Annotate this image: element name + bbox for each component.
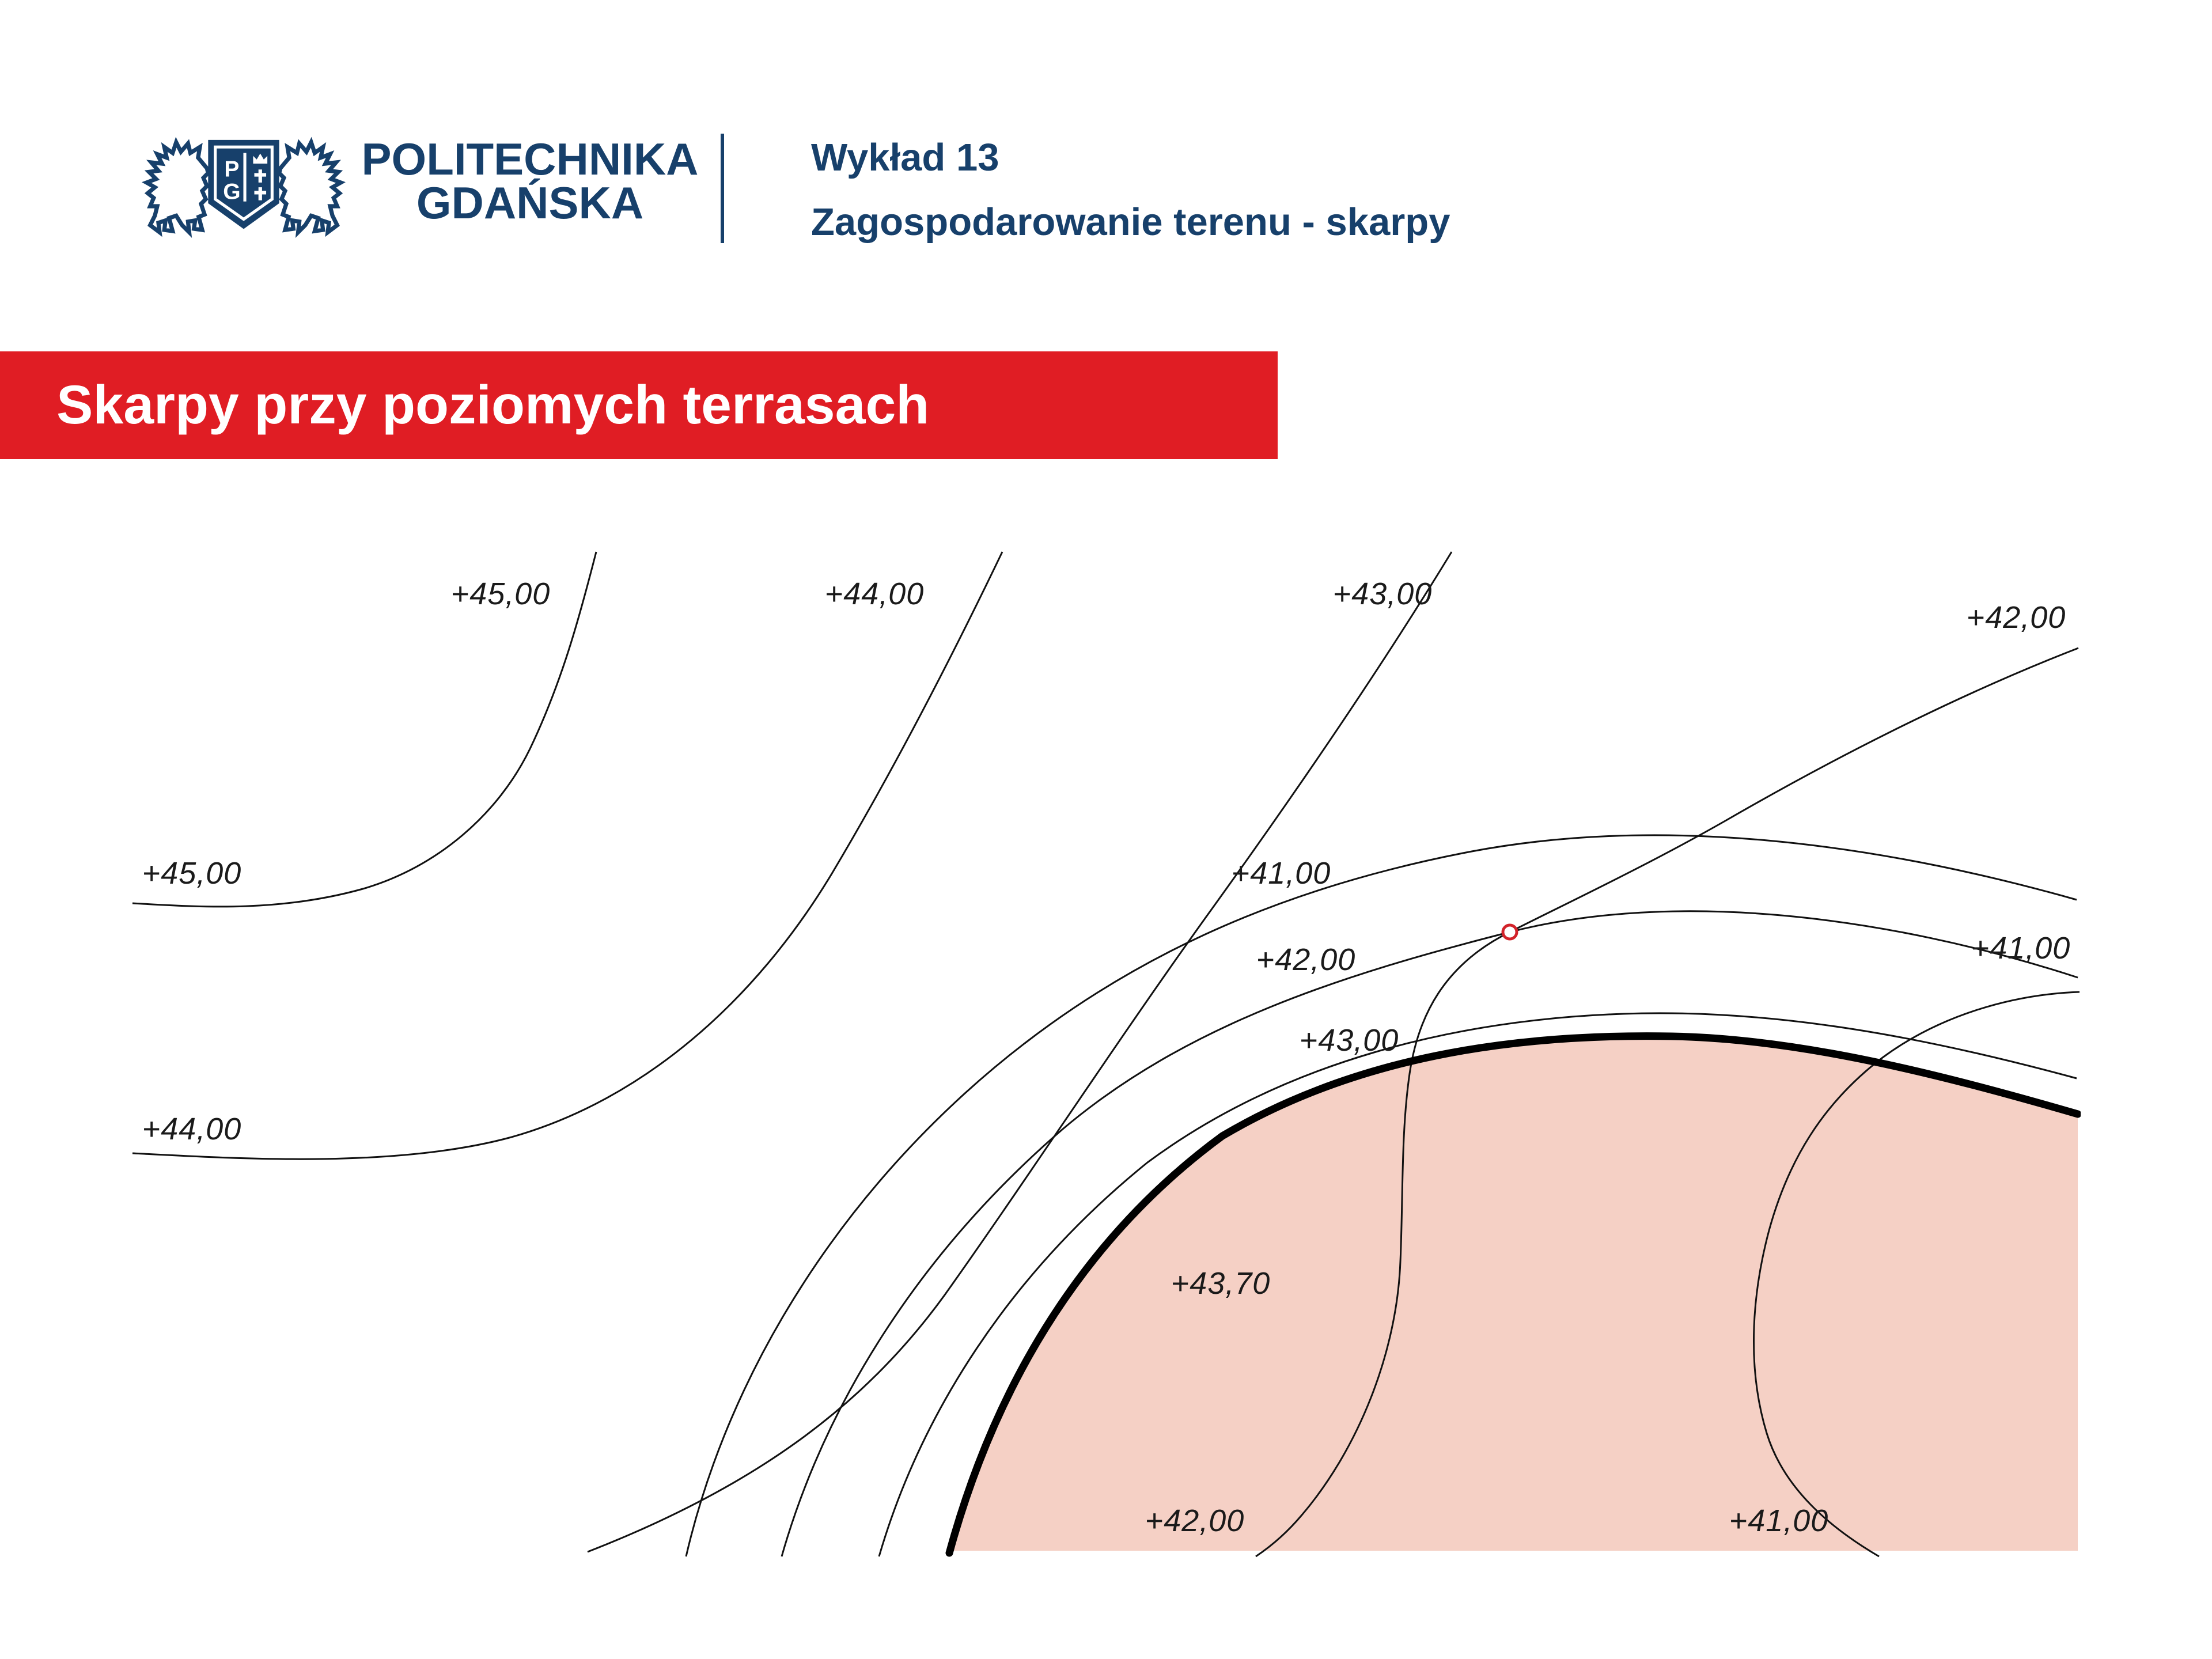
contour-line-41 [1753,991,2080,1558]
contour-label: +43,00 [1333,577,1433,611]
header-divider [721,134,724,243]
slide-header: P G POLITECHNIKA GDAŃSKA Wykład 13 Zagos… [0,0,2212,323]
contour-line-42 [1255,647,2079,1558]
contour-label: +44,00 [142,1112,242,1146]
slope-contour-43 [878,1012,2077,1557]
slope-contour-41 [685,834,2077,1557]
university-name: POLITECHNIKA GDAŃSKA [357,137,703,225]
university-name-line1: POLITECHNIKA [361,134,699,184]
contour-labels: +45,00 +44,00 +43,00 +42,00 +45,00 +41,00 +42,… [142,577,2071,1538]
contour-label: +42,00 [1145,1503,1245,1538]
cross-icon [254,169,267,183]
contour-label: +43,00 [1300,1023,1399,1058]
contour-label: +45,00 [142,856,242,891]
lecture-number: Wykład 13 [811,136,999,179]
cross-icon [254,187,267,200]
lion-left-icon [142,137,211,238]
shield-inner-border [214,145,274,221]
terrace-region [949,1036,2078,1551]
crown-icon [253,153,268,164]
lecture-header: Wykład 13 Zagospodarowanie terenu - skar… [811,138,1450,241]
contour-label: +41,00 [1729,1503,1829,1538]
university-name-line2: GDAŃSKA [416,177,644,228]
contour-line-43 [587,551,1453,1553]
contour-label: +41,00 [1971,931,2071,965]
pg-university-emblem: P G [142,137,350,238]
shield-monogram-g: G [223,180,240,204]
section-banner: Skarpy przy poziomych terrasach [0,351,1278,459]
contour-label: +43,70 [1171,1266,1271,1301]
contour-label: +41,00 [1232,856,1331,891]
contour-label: +44,00 [825,577,925,611]
contour-label: +42,00 [1256,942,1356,977]
contour-label: +45,00 [451,577,551,611]
contour-line-45 [132,551,597,908]
terrace-top-edge [945,1032,2081,1557]
lecture-topic: Zagospodarowanie terenu - skarpy [811,200,1450,244]
contour-line-44 [132,551,1003,1160]
slope-contour-42 [781,910,2078,1557]
intersection-marker [1501,923,1518,941]
section-title: Skarpy przy poziomych terrasach [56,374,930,435]
shield-monogram-p: P [224,157,239,182]
contour-label: +42,00 [1967,600,2066,635]
